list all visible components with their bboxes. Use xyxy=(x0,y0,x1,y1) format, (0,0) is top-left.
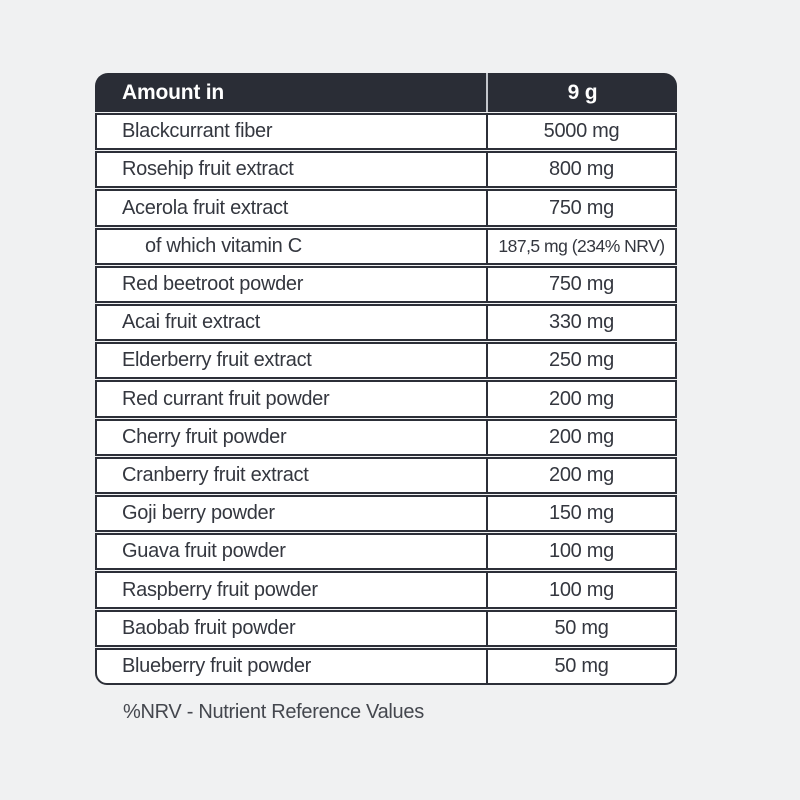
table-row: Goji berry powder 150 mg xyxy=(95,495,677,533)
ingredient-name: Raspberry fruit powder xyxy=(97,573,488,607)
table-row: Guava fruit powder 100 mg xyxy=(95,533,677,571)
ingredient-amount: 200 mg xyxy=(549,463,614,486)
table-row: Raspberry fruit powder 100 mg xyxy=(95,571,677,609)
ingredient-amount: 750 mg xyxy=(549,196,614,219)
ingredient-name: Cherry fruit powder xyxy=(97,420,488,454)
table-header-row: Amount in 9 g xyxy=(95,73,677,112)
ingredient-amount: 200 mg xyxy=(549,387,614,410)
ingredient-amount: 330 mg xyxy=(549,311,614,334)
ingredient-amount: 800 mg xyxy=(549,158,614,181)
table-row: Acerola fruit extract 750 mg xyxy=(95,189,677,227)
ingredient-amount: 50 mg xyxy=(554,654,609,677)
table-row: Red currant fruit powder 200 mg xyxy=(95,380,677,418)
table-row: Red beetroot powder 750 mg xyxy=(95,265,677,304)
ingredient-name: Red currant fruit powder xyxy=(97,382,488,416)
table-row: Cherry fruit powder 200 mg xyxy=(95,418,677,456)
ingredient-name: Acerola fruit extract xyxy=(97,191,488,225)
ingredient-name: Guava fruit powder xyxy=(97,535,488,569)
ingredient-amount: 200 mg xyxy=(549,425,614,448)
table-row: Acai fruit extract 330 mg xyxy=(95,304,677,342)
ingredient-name: Rosehip fruit extract xyxy=(97,153,488,187)
ingredient-amount: 750 mg xyxy=(549,272,614,295)
ingredient-name: of which vitamin C xyxy=(97,229,488,263)
ingredient-amount: 5000 mg xyxy=(543,120,620,143)
table-row: Blueberry fruit powder 50 mg xyxy=(95,647,677,686)
nutrition-table: Amount in 9 g Blackcurrant fiber 5000 mg… xyxy=(95,73,677,686)
table-header-amount-in: Amount in xyxy=(95,73,488,112)
table-row: Elderberry fruit extract 250 mg xyxy=(95,342,677,380)
table-row: Rosehip fruit extract 800 mg xyxy=(95,151,677,189)
ingredient-name: Red beetroot powder xyxy=(97,267,488,302)
ingredient-name: Elderberry fruit extract xyxy=(97,344,488,378)
ingredient-amount: 187,5 mg (234% NRV) xyxy=(498,235,665,256)
ingredient-name: Cranberry fruit extract xyxy=(97,458,488,493)
ingredient-name: Goji berry powder xyxy=(97,497,488,531)
ingredient-amount: 150 mg xyxy=(549,502,614,525)
ingredient-name: Blueberry fruit powder xyxy=(97,649,488,684)
table-header-serving-size: 9 g xyxy=(567,80,598,104)
table-body: Blackcurrant fiber 5000 mg Rosehip fruit… xyxy=(95,113,677,686)
table-row: Baobab fruit powder 50 mg xyxy=(95,609,677,647)
ingredient-amount: 100 mg xyxy=(549,540,614,563)
ingredient-name: Baobab fruit powder xyxy=(97,611,488,645)
table-row: of which vitamin C 187,5 mg (234% NRV) xyxy=(95,227,677,265)
ingredient-amount: 250 mg xyxy=(549,349,614,372)
ingredient-name: Blackcurrant fiber xyxy=(97,115,488,149)
ingredient-name: Acai fruit extract xyxy=(97,306,488,340)
nrv-footnote: %NRV - Nutrient Reference Values xyxy=(123,701,424,723)
table-row: Blackcurrant fiber 5000 mg xyxy=(95,113,677,151)
ingredient-amount: 100 mg xyxy=(549,578,614,601)
table-row: Cranberry fruit extract 200 mg xyxy=(95,456,677,495)
ingredient-amount: 50 mg xyxy=(554,616,609,639)
